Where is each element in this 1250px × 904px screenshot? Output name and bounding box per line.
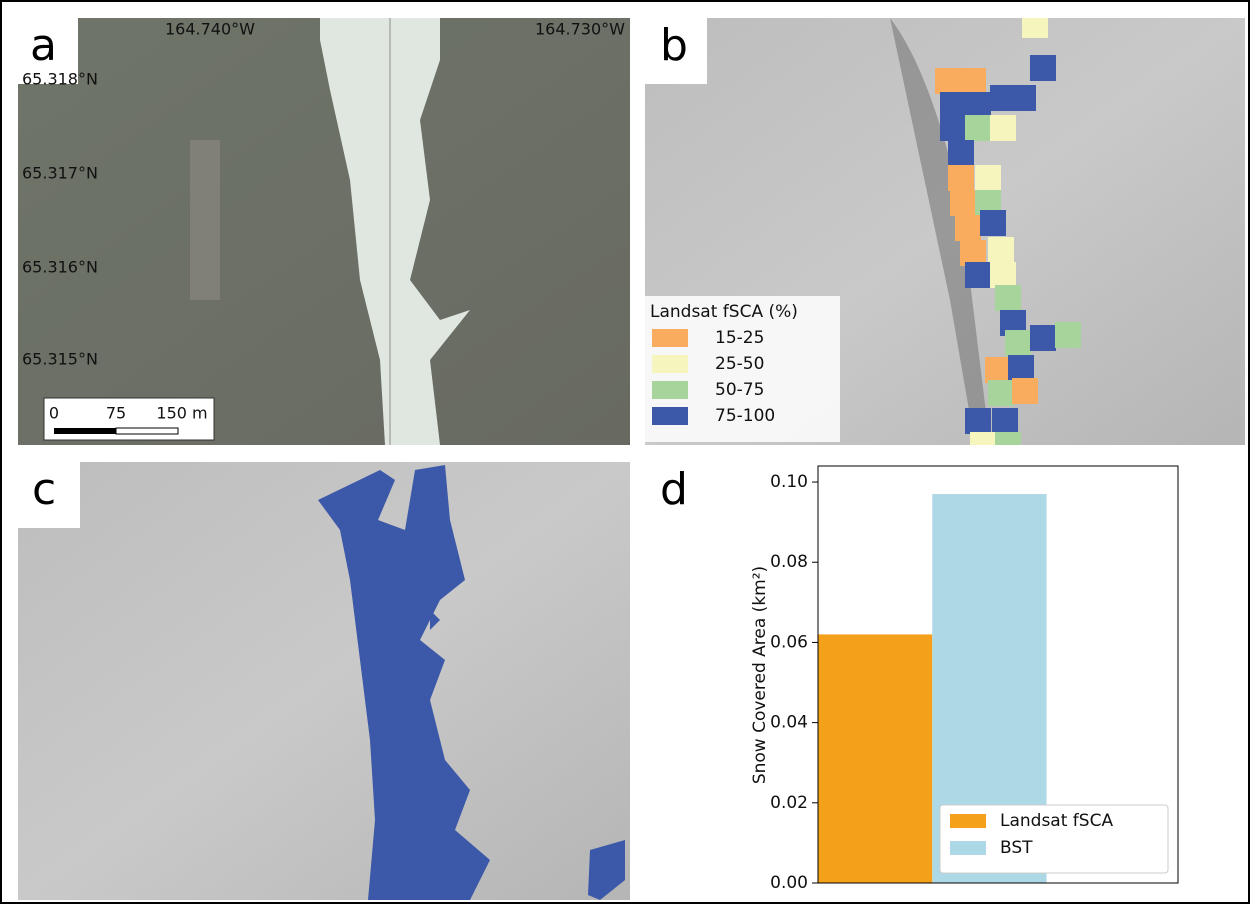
legend-title: Landsat fSCA (%) — [650, 302, 798, 322]
fsca-pixel — [940, 115, 966, 141]
fsca-pixel — [995, 285, 1021, 311]
legend-swatch — [652, 355, 688, 373]
scale-bar — [54, 428, 116, 434]
fsca-pixel — [988, 380, 1014, 406]
fsca-pixel — [975, 165, 1001, 191]
y-axis-label: Snow Covered Area (km²) — [750, 566, 770, 784]
fsca-pixel — [1030, 325, 1056, 351]
legend-swatch — [652, 381, 688, 399]
legend-label: 25-50 — [715, 354, 764, 374]
scale-label: 75 — [106, 404, 126, 423]
fsca-pixel — [1022, 12, 1048, 38]
panel-label: a — [30, 20, 57, 71]
fsca-pixel — [950, 190, 976, 216]
legend-label: Landsat fSCA — [1000, 811, 1113, 831]
page: {"panels": { "a": {"label": "a", "lon_la… — [0, 0, 1250, 904]
fsca-pixel — [988, 237, 1014, 263]
panel-c: c — [18, 462, 630, 900]
y-tick-label: 0.10 — [770, 472, 808, 492]
lon-label: 164.730°W — [535, 20, 625, 39]
fsca-pixel — [940, 92, 966, 118]
scale-label: 150 m — [156, 404, 207, 423]
fsca-pixel — [1012, 378, 1038, 404]
figure: a 164.740°W 164.730°W 65.318°N 65.317°N … — [0, 0, 1250, 904]
legend-label: 75-100 — [715, 406, 775, 426]
y-tick-label: 0.08 — [770, 552, 808, 572]
legend-swatch — [950, 841, 986, 855]
bar — [818, 634, 932, 883]
y-tick-label: 0.06 — [770, 632, 808, 652]
fsca-pixel — [1010, 85, 1036, 111]
fsca-pixel — [1055, 322, 1081, 348]
legend-label: 15-25 — [715, 328, 764, 348]
legend-swatch — [950, 814, 986, 828]
lat-label: 65.316°N — [22, 258, 98, 277]
y-tick-label: 0.04 — [770, 713, 808, 733]
imagery — [18, 18, 630, 445]
y-tick-label: 0.02 — [770, 793, 808, 813]
fsca-pixel — [965, 408, 991, 434]
fsca-pixel — [995, 432, 1021, 458]
fsca-pixel — [965, 115, 991, 141]
fsca-pixel — [960, 68, 986, 94]
fsca-pixel — [980, 210, 1006, 236]
panel-d: d Snow Covered Area (km²) 0.00 0.02 0.04 0.… — [660, 464, 1178, 893]
fsca-pixel — [970, 432, 996, 458]
fsca-pixel — [1005, 330, 1031, 356]
fsca-pixel — [965, 262, 991, 288]
fsca-pixel — [992, 408, 1018, 434]
fsca-pixel — [948, 165, 974, 191]
fsca-pixel — [985, 357, 1011, 383]
fsca-pixel — [990, 262, 1016, 288]
fsca-pixel — [965, 92, 991, 118]
lat-label: 65.318°N — [22, 70, 98, 89]
legend-swatch — [652, 407, 688, 425]
panel-label: d — [660, 464, 688, 515]
lon-label: 164.740°W — [165, 20, 255, 39]
legend-label: 50-75 — [715, 380, 764, 400]
lat-label: 65.315°N — [22, 350, 98, 369]
legend-label: BST — [1000, 838, 1033, 858]
fsca-pixel — [955, 215, 981, 241]
feature — [190, 140, 220, 300]
scale-bar — [116, 428, 178, 434]
fsca-pixel — [948, 140, 974, 166]
panel-label: b — [660, 20, 688, 71]
panel-label: c — [32, 464, 56, 515]
fsca-pixel — [1030, 55, 1056, 81]
fsca-pixel — [1008, 355, 1034, 381]
fsca-pixel — [935, 68, 961, 94]
legend-swatch — [652, 329, 688, 347]
fsca-pixel — [990, 115, 1016, 141]
lat-label: 65.317°N — [22, 164, 98, 183]
y-tick-label: 0.00 — [770, 873, 808, 893]
scale-label: 0 — [49, 404, 59, 423]
panel-a: a 164.740°W 164.730°W 65.318°N 65.317°N … — [18, 18, 630, 445]
hillshade — [18, 462, 630, 900]
